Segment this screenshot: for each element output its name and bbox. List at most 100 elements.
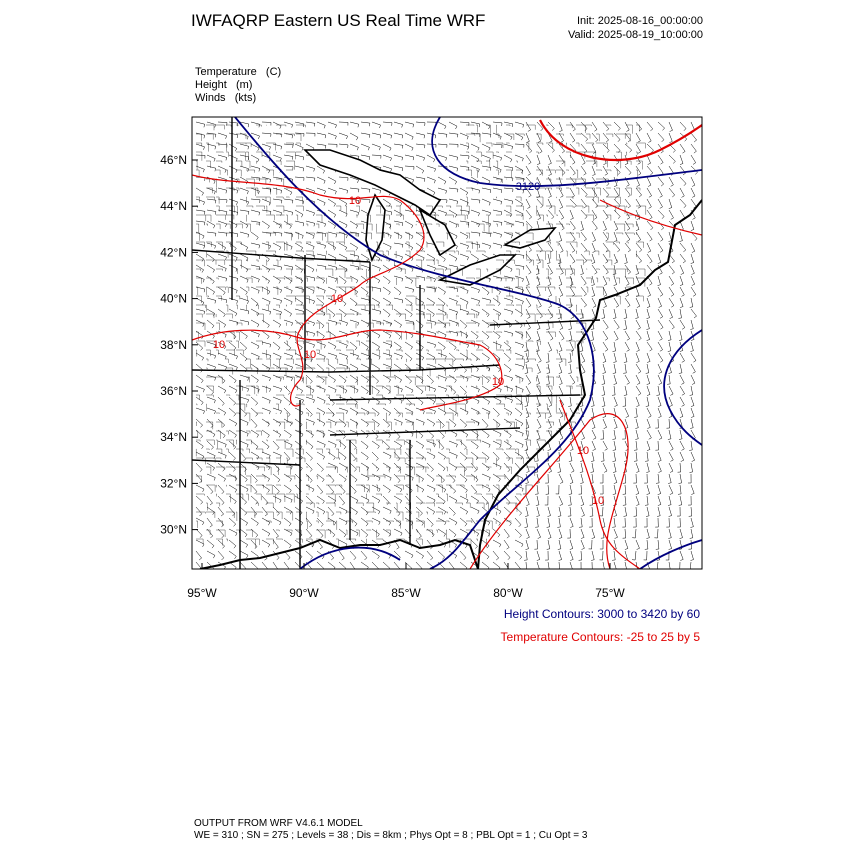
county-border <box>576 403 579 411</box>
wind-barb <box>239 330 248 339</box>
wind-barb <box>360 286 369 296</box>
wind-barb <box>492 143 503 149</box>
county-border <box>506 259 515 264</box>
wind-barb <box>305 132 316 137</box>
county-border <box>316 412 320 422</box>
wind-barb <box>591 220 598 231</box>
wind-barb <box>239 165 249 172</box>
wind-barb <box>591 550 595 561</box>
county-border <box>376 205 381 214</box>
county-border <box>596 187 601 196</box>
wind-barb <box>690 451 695 462</box>
wind-barb <box>283 264 294 271</box>
county-border <box>536 286 546 291</box>
wind-barb <box>668 143 676 153</box>
wind-barb <box>448 165 459 172</box>
county-border <box>616 295 621 305</box>
county-borders <box>196 124 646 548</box>
county-border <box>236 223 243 229</box>
wind-barb <box>470 297 480 304</box>
county-border <box>446 367 454 370</box>
wind-barb <box>635 396 640 407</box>
county-border <box>296 457 306 463</box>
county-border <box>456 430 464 433</box>
wind-barb <box>316 396 326 404</box>
county-border <box>366 250 376 256</box>
wind-barb <box>448 440 458 448</box>
wind-barb <box>481 187 492 193</box>
wind-barb <box>635 220 640 231</box>
wind-barb <box>688 506 693 517</box>
wind-barb <box>622 473 627 484</box>
wind-barb <box>393 528 403 536</box>
wind-barb <box>426 264 436 272</box>
wind-barb <box>349 473 358 483</box>
wind-barb <box>536 418 542 429</box>
county-border <box>316 295 324 300</box>
county-border <box>546 124 549 126</box>
coastline <box>477 199 702 569</box>
county-border <box>426 448 431 452</box>
wind-barb <box>349 253 360 260</box>
wind-barb <box>492 231 502 238</box>
wind-barb <box>635 341 640 352</box>
wind-barb <box>646 187 652 198</box>
county-border <box>466 520 473 523</box>
wind-barb <box>426 143 437 148</box>
county-border <box>546 376 554 386</box>
wind-barb <box>195 165 205 173</box>
wind-barb <box>228 385 238 394</box>
county-border <box>386 466 390 473</box>
county-border <box>536 376 537 382</box>
wind-barb <box>656 550 661 561</box>
wind-barb <box>679 407 684 418</box>
wind-barb <box>514 429 524 437</box>
wind-barb <box>195 539 205 548</box>
county-border <box>526 124 536 130</box>
wind-barb <box>514 539 524 548</box>
wind-barb <box>580 242 588 253</box>
county-border <box>376 214 384 216</box>
county-border <box>516 457 524 464</box>
wind-barb <box>415 451 424 460</box>
wind-barb <box>404 242 414 251</box>
wind-barb <box>206 473 216 481</box>
wind-barb <box>426 550 434 561</box>
wind-barb <box>415 462 425 470</box>
county-border <box>526 394 529 403</box>
wind-barb <box>536 363 541 374</box>
county-border <box>466 475 475 481</box>
wind-barb <box>283 330 292 340</box>
county-border <box>506 466 512 475</box>
wind-barb <box>294 407 304 416</box>
county-border <box>386 340 392 347</box>
wind-barb <box>261 121 272 126</box>
county-border <box>206 430 212 433</box>
temperature-legend: Temperature Contours: -25 to 25 by 5 <box>501 630 701 644</box>
county-border <box>276 358 280 368</box>
county-border <box>616 268 626 277</box>
county-border <box>206 457 216 463</box>
wind-barb <box>503 121 514 128</box>
wind-barb <box>514 440 524 448</box>
county-border <box>546 178 552 182</box>
wind-barb <box>415 418 425 426</box>
wind-barb <box>316 231 327 237</box>
wind-barb <box>514 352 524 360</box>
county-border <box>246 484 252 493</box>
county-border <box>206 376 216 378</box>
field-label: Temperature (C) <box>195 66 281 78</box>
wind-barb <box>426 319 437 326</box>
county-border <box>366 286 373 292</box>
county-border <box>446 421 450 430</box>
wind-barb <box>557 253 562 264</box>
wind-barb <box>569 473 574 484</box>
wind-barb <box>250 198 261 203</box>
wind-barb <box>283 209 294 216</box>
wind-barb <box>239 517 248 526</box>
county-border <box>486 412 489 419</box>
wind-barb <box>250 121 261 128</box>
wind-barb <box>206 264 215 273</box>
county-border <box>236 529 240 533</box>
county-border <box>606 142 608 149</box>
